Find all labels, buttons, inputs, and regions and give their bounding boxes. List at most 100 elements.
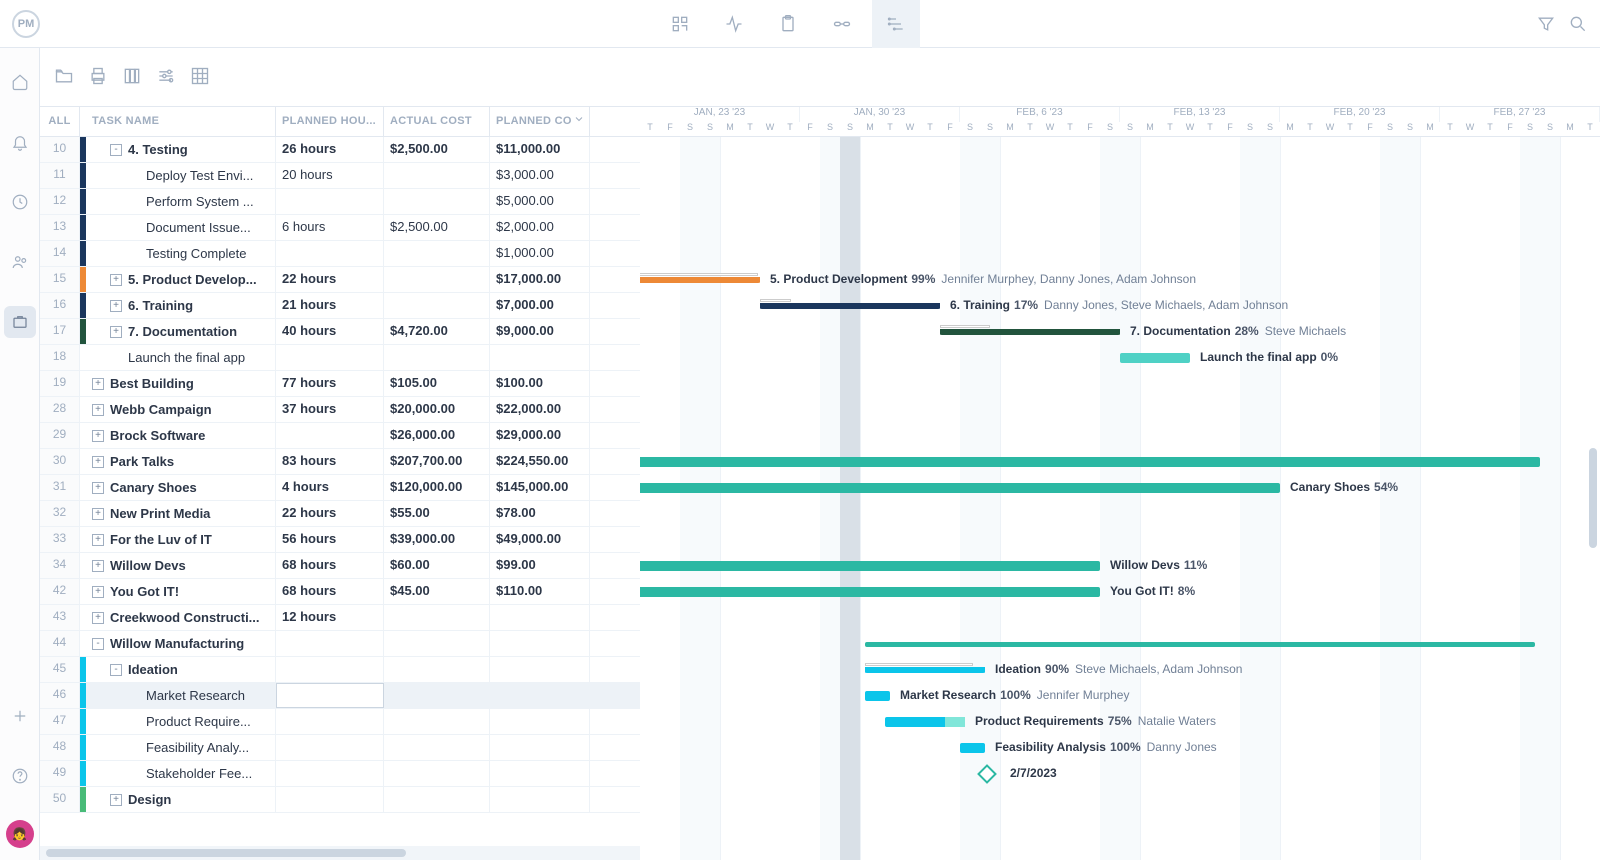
cell-actual-cost[interactable] (384, 241, 490, 266)
cell-actual-cost[interactable] (384, 787, 490, 812)
cell-planned-hours[interactable]: 20 hours (276, 163, 384, 188)
user-avatar[interactable]: 👧 (6, 820, 34, 848)
gantt-bar[interactable] (940, 329, 1120, 335)
expand-toggle[interactable]: - (110, 664, 122, 676)
tb-folder-icon[interactable] (54, 66, 74, 89)
cell-planned-cost[interactable] (490, 761, 590, 786)
view-gantt-icon[interactable] (872, 0, 920, 48)
nav-add-icon[interactable] (4, 700, 36, 732)
cell-actual-cost[interactable] (384, 735, 490, 760)
table-row[interactable]: 19+Best Building77 hours$105.00$100.00 (40, 371, 640, 397)
cell-actual-cost[interactable]: $55.00 (384, 501, 490, 526)
gantt-bar[interactable] (640, 561, 1100, 571)
col-header-num[interactable]: ALL (40, 107, 80, 136)
gantt-bar[interactable] (1120, 353, 1190, 363)
cell-planned-hours[interactable]: 22 hours (276, 501, 384, 526)
table-row[interactable]: 33+For the Luv of IT56 hours$39,000.00$4… (40, 527, 640, 553)
cell-planned-cost[interactable]: $5,000.00 (490, 189, 590, 214)
cell-actual-cost[interactable] (384, 631, 490, 656)
table-row[interactable]: 34+Willow Devs68 hours$60.00$99.00 (40, 553, 640, 579)
cell-planned-hours[interactable] (276, 709, 384, 734)
cell-planned-cost[interactable]: $145,000.00 (490, 475, 590, 500)
expand-toggle[interactable]: + (92, 404, 104, 416)
gantt-bar[interactable] (760, 303, 940, 309)
view-link-icon[interactable] (818, 0, 866, 48)
view-activity-icon[interactable] (710, 0, 758, 48)
expand-toggle[interactable]: + (92, 482, 104, 494)
milestone-diamond[interactable] (977, 764, 997, 784)
cell-actual-cost[interactable]: $39,000.00 (384, 527, 490, 552)
cell-planned-hours[interactable]: 4 hours (276, 475, 384, 500)
tb-print-icon[interactable] (88, 66, 108, 89)
table-row[interactable]: 29+Brock Software$26,000.00$29,000.00 (40, 423, 640, 449)
col-header-planned-hours[interactable]: PLANNED HOU... (276, 107, 384, 136)
cell-actual-cost[interactable] (384, 683, 490, 708)
table-row[interactable]: 49Stakeholder Fee... (40, 761, 640, 787)
gantt-bar[interactable] (640, 483, 1280, 493)
cell-planned-hours[interactable] (276, 787, 384, 812)
expand-toggle[interactable]: + (92, 534, 104, 546)
view-scan-icon[interactable] (656, 0, 704, 48)
cell-planned-cost[interactable]: $17,000.00 (490, 267, 590, 292)
cell-actual-cost[interactable] (384, 709, 490, 734)
cell-planned-hours[interactable]: 26 hours (276, 137, 384, 162)
cell-planned-hours[interactable]: 37 hours (276, 397, 384, 422)
cell-actual-cost[interactable] (384, 605, 490, 630)
cell-planned-cost[interactable] (490, 683, 590, 708)
cell-planned-cost[interactable]: $1,000.00 (490, 241, 590, 266)
cell-planned-cost[interactable]: $29,000.00 (490, 423, 590, 448)
cell-planned-cost[interactable]: $100.00 (490, 371, 590, 396)
table-row[interactable]: 18Launch the final app (40, 345, 640, 371)
cell-planned-hours[interactable] (276, 345, 384, 370)
table-row[interactable]: 47Product Require... (40, 709, 640, 735)
table-row[interactable]: 43+Creekwood Constructi...12 hours (40, 605, 640, 631)
cell-planned-cost[interactable]: $9,000.00 (490, 319, 590, 344)
cell-planned-cost[interactable] (490, 345, 590, 370)
cell-planned-cost[interactable]: $49,000.00 (490, 527, 590, 552)
cell-planned-hours[interactable]: 56 hours (276, 527, 384, 552)
cell-planned-hours[interactable] (276, 761, 384, 786)
gantt-bar[interactable] (865, 642, 1535, 647)
cell-planned-cost[interactable] (490, 735, 590, 760)
cell-actual-cost[interactable] (384, 189, 490, 214)
cell-planned-cost[interactable]: $22,000.00 (490, 397, 590, 422)
cell-planned-cost[interactable] (490, 605, 590, 630)
expand-toggle[interactable]: + (110, 326, 122, 338)
cell-planned-cost[interactable]: $78.00 (490, 501, 590, 526)
gantt-bar[interactable] (960, 743, 985, 753)
table-row[interactable]: 13Document Issue...6 hours$2,500.00$2,00… (40, 215, 640, 241)
table-row[interactable]: 16+6. Training21 hours$7,000.00 (40, 293, 640, 319)
table-row[interactable]: 14Testing Complete$1,000.00 (40, 241, 640, 267)
cell-planned-cost[interactable] (490, 787, 590, 812)
gantt-bar[interactable] (640, 277, 760, 283)
cell-planned-hours[interactable]: 40 hours (276, 319, 384, 344)
cell-planned-cost[interactable]: $11,000.00 (490, 137, 590, 162)
cell-planned-cost[interactable] (490, 709, 590, 734)
cell-planned-hours[interactable] (276, 631, 384, 656)
table-row[interactable]: 31+Canary Shoes4 hours$120,000.00$145,00… (40, 475, 640, 501)
expand-toggle[interactable]: + (92, 508, 104, 520)
cell-planned-hours[interactable]: 77 hours (276, 371, 384, 396)
table-row[interactable]: 32+New Print Media22 hours$55.00$78.00 (40, 501, 640, 527)
nav-projects-icon[interactable] (4, 306, 36, 338)
vertical-scrollbar[interactable] (1586, 48, 1600, 860)
table-row[interactable]: 46Market Research (40, 683, 640, 709)
table-row[interactable]: 30+Park Talks83 hours$207,700.00$224,550… (40, 449, 640, 475)
cell-planned-cost[interactable] (490, 631, 590, 656)
nav-notifications-icon[interactable] (4, 126, 36, 158)
table-row[interactable]: 17+7. Documentation40 hours$4,720.00$9,0… (40, 319, 640, 345)
cell-actual-cost[interactable]: $45.00 (384, 579, 490, 604)
view-clipboard-icon[interactable] (764, 0, 812, 48)
expand-toggle[interactable]: + (92, 560, 104, 572)
gantt-bar[interactable] (865, 691, 890, 701)
cell-actual-cost[interactable]: $26,000.00 (384, 423, 490, 448)
expand-toggle[interactable]: + (92, 430, 104, 442)
cell-planned-hours[interactable]: 22 hours (276, 267, 384, 292)
nav-team-icon[interactable] (4, 246, 36, 278)
cell-planned-cost[interactable]: $7,000.00 (490, 293, 590, 318)
cell-planned-hours[interactable] (276, 657, 384, 682)
cell-planned-cost[interactable]: $3,000.00 (490, 163, 590, 188)
expand-toggle[interactable]: + (110, 274, 122, 286)
cell-planned-hours[interactable]: 12 hours (276, 605, 384, 630)
cell-planned-hours[interactable] (276, 241, 384, 266)
